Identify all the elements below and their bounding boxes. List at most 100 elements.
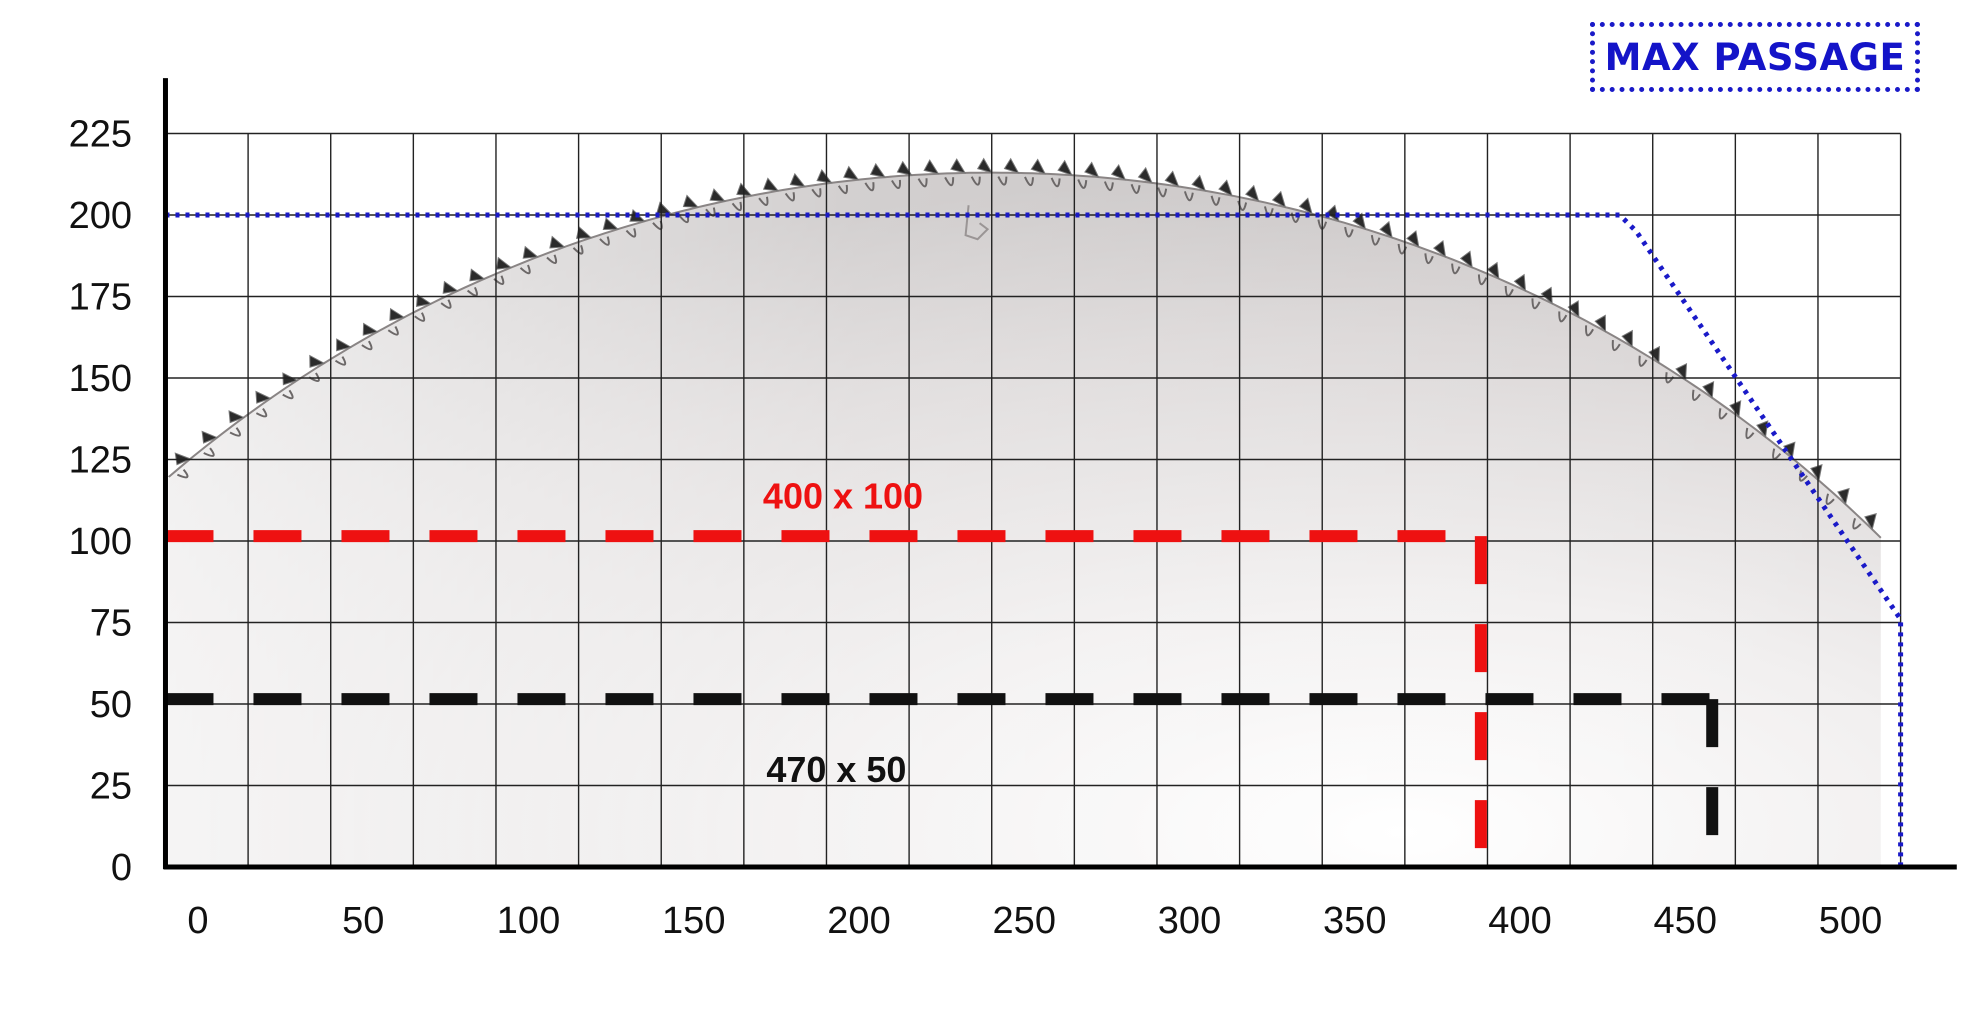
y-tick-label: 100 (69, 521, 132, 563)
blade-tooth (575, 226, 593, 239)
blade-gullet (1183, 191, 1194, 202)
blade-gullet (229, 427, 242, 437)
blade-tooth (255, 390, 272, 404)
blade-gullet (387, 326, 399, 336)
blade-highlight (168, 172, 1881, 868)
blade-gullet (1024, 176, 1034, 187)
legend-label: MAX PASSAGE (1604, 35, 1906, 79)
blade-tooth (1164, 170, 1180, 188)
blade-gullet (758, 196, 769, 206)
x-tick-label: 200 (827, 900, 890, 942)
blade-tooth (602, 217, 620, 230)
blade-tooth (789, 172, 806, 188)
blade-gullet (255, 407, 268, 418)
y-tick-label: 225 (69, 114, 132, 156)
legend-max-passage: MAX PASSAGE (1590, 22, 1920, 92)
blade-gullet (1210, 195, 1221, 206)
x-tick-label: 500 (1819, 900, 1882, 942)
blade-tooth (309, 354, 326, 368)
blade-gullet (1504, 285, 1514, 297)
blade-tooth (1110, 163, 1127, 181)
blade-tooth (1810, 463, 1823, 482)
blade-tooth (442, 280, 459, 294)
blade-gullet (1103, 181, 1114, 192)
blade-gullet (440, 299, 452, 309)
blade-gullet (1157, 187, 1168, 198)
y-tick-label: 175 (69, 277, 132, 319)
grid (165, 132, 1902, 867)
y-tick-label: 50 (90, 684, 132, 726)
blade-tooth (228, 410, 246, 424)
blade-tooth (469, 268, 486, 282)
blade-gullet (1077, 179, 1088, 189)
blade-gullet (784, 192, 795, 202)
cut-label-black: 470 x 50 (766, 749, 906, 790)
blade-gullet (705, 207, 716, 217)
blade-gullet (599, 236, 610, 246)
blade-tooth (1191, 174, 1207, 192)
blade-tooth (1594, 314, 1607, 333)
blade-pin-hole (964, 205, 990, 241)
blade-tooth (549, 235, 566, 249)
blade-tooth (1567, 300, 1580, 319)
blade-tooth (495, 256, 513, 270)
x-tick-label: 350 (1323, 900, 1386, 942)
y-tick-label: 75 (90, 603, 132, 645)
axes (162, 78, 1957, 870)
blade-tooth (1756, 420, 1769, 439)
x-tick-label: 250 (993, 900, 1056, 942)
blade-tooth (709, 188, 726, 202)
y-tick-label: 150 (69, 358, 132, 400)
blade-gullet (1531, 298, 1541, 310)
blade-gullet (1477, 274, 1488, 286)
blade-tooth (1513, 273, 1527, 292)
blade-gullet (1558, 311, 1568, 323)
blade-tooth (1057, 159, 1073, 177)
blade-tooth (1030, 158, 1047, 175)
blade-gullet (997, 176, 1008, 186)
blade-tooth (1459, 250, 1473, 269)
blade-gullet (1718, 408, 1728, 420)
blade-tooth (1648, 345, 1660, 365)
blade-tooth (1864, 513, 1877, 531)
blade-gullet (1611, 340, 1621, 352)
blade-gullet (361, 340, 373, 351)
x-tick-label: 100 (497, 900, 560, 942)
blade-tooth (1298, 197, 1313, 215)
blade-tooth (950, 158, 967, 174)
blade-gullet (1451, 263, 1461, 275)
blade-gullet (970, 176, 981, 186)
blade-gullet (1745, 427, 1755, 440)
blade-gullet (466, 286, 478, 297)
blade-tooth (1783, 441, 1796, 460)
blade-tooth (1084, 161, 1100, 179)
blade-tooth (976, 157, 993, 174)
y-tick-label: 125 (69, 440, 132, 482)
blade-tooth (1218, 179, 1233, 197)
blade-tooth (896, 160, 913, 176)
x-tick-label: 150 (662, 900, 725, 942)
blade-gullet (891, 179, 902, 190)
y-tick-label: 25 (90, 766, 132, 808)
blade-gullet (837, 184, 848, 195)
blade-outline (167, 171, 1882, 539)
blade-gullet (572, 245, 584, 255)
blade-gullet (1424, 253, 1434, 265)
blade-gullet (1691, 389, 1701, 401)
blade-tooth (1837, 487, 1850, 506)
blade-tooth (1486, 261, 1500, 280)
blade-tooth (1432, 239, 1447, 258)
blade-gullet (1638, 355, 1648, 367)
blade-tooth (869, 162, 887, 178)
blade-tooth (1137, 166, 1153, 184)
blade-gullet (731, 201, 743, 212)
blade-tooth (682, 194, 700, 208)
blade-gullet (625, 228, 637, 238)
blade-gullet (917, 178, 928, 188)
blade-tooth (1406, 230, 1420, 249)
blade-gullet (1772, 448, 1782, 460)
blade-gullet (1585, 325, 1594, 337)
blade-tooth (1379, 220, 1393, 239)
blade-tooth (282, 372, 299, 386)
saw-blade (167, 157, 1882, 868)
